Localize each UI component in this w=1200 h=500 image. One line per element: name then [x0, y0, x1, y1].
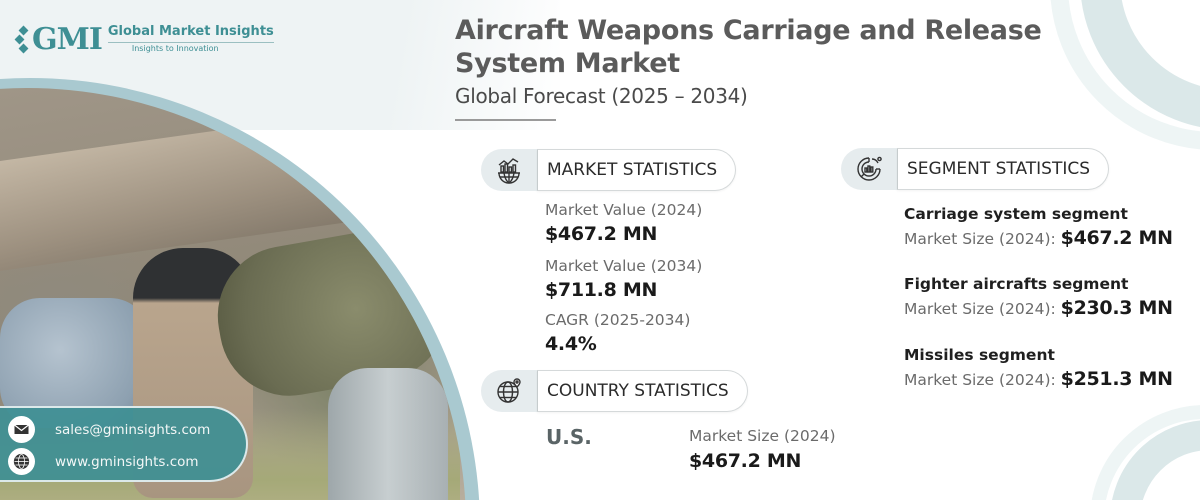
logo-gmi-text: GMI	[32, 21, 103, 57]
website-globe-icon	[8, 448, 35, 475]
logo-mark: GMI	[14, 21, 103, 57]
contact-website[interactable]: www.gminsights.com	[55, 453, 199, 470]
contact-panel: sales@gminsights.com www.gminsights.com	[0, 406, 248, 482]
chart-globe-icon	[481, 149, 537, 191]
country-name: U.S.	[546, 425, 592, 449]
contact-email[interactable]: sales@gminsights.com	[55, 421, 211, 438]
contact-website-row[interactable]: www.gminsights.com	[8, 448, 199, 475]
segment-fighter-aircrafts-label: Market Size (2024):	[904, 300, 1056, 318]
market-value-2024-value: $467.2 MN	[545, 223, 658, 245]
segment-pie-icon	[841, 148, 897, 190]
country-statistics-title: COUNTRY STATISTICS	[537, 370, 748, 412]
globe-pin-icon	[481, 370, 537, 412]
gmi-logo[interactable]: GMI Global Market Insights Insights to I…	[14, 21, 274, 57]
photo-landing-strut	[328, 368, 448, 500]
country-statistics-header: COUNTRY STATISTICS	[481, 370, 748, 412]
segment-carriage-system-size: Market Size (2024): $467.2 MN	[904, 227, 1173, 249]
market-statistics-title: MARKET STATISTICS	[537, 149, 737, 191]
segment-carriage-system-label: Market Size (2024):	[904, 230, 1056, 248]
brand-name: Global Market Insights	[107, 24, 274, 43]
email-icon	[8, 416, 35, 443]
logo-diamonds-icon	[14, 25, 30, 55]
cagr-value: 4.4%	[545, 333, 597, 355]
title-divider	[455, 119, 556, 121]
segment-fighter-aircrafts-size: Market Size (2024): $230.3 MN	[904, 297, 1173, 319]
segment-fighter-aircrafts-name: Fighter aircrafts segment	[904, 275, 1129, 293]
segment-carriage-system-name: Carriage system segment	[904, 205, 1128, 223]
market-value-2034-value: $711.8 MN	[545, 279, 658, 301]
segment-carriage-system-value: $467.2 MN	[1060, 227, 1173, 249]
segment-fighter-aircrafts-value: $230.3 MN	[1060, 297, 1173, 319]
contact-email-row[interactable]: sales@gminsights.com	[8, 416, 210, 443]
segment-statistics-title: SEGMENT STATISTICS	[897, 148, 1110, 190]
page-title: Aircraft Weapons Carriage and Release Sy…	[455, 15, 1042, 79]
country-market-size-value: $467.2 MN	[689, 450, 802, 472]
cagr-label: CAGR (2025-2034)	[545, 311, 691, 329]
market-value-2024-label: Market Value (2024)	[545, 201, 703, 219]
page-subtitle: Global Forecast (2025 – 2034)	[455, 84, 748, 108]
market-statistics-header: MARKET STATISTICS	[481, 149, 737, 191]
segment-missiles-size: Market Size (2024): $251.3 MN	[904, 368, 1173, 390]
segment-statistics-header: SEGMENT STATISTICS	[841, 148, 1110, 190]
segment-missiles-label: Market Size (2024):	[904, 371, 1056, 389]
market-value-2034-label: Market Value (2034)	[545, 257, 703, 275]
country-market-size-label: Market Size (2024)	[689, 427, 836, 445]
logo-text: Global Market Insights Insights to Innov…	[107, 24, 274, 55]
brand-tagline: Insights to Innovation	[131, 44, 219, 53]
segment-missiles-name: Missiles segment	[904, 346, 1055, 364]
segment-missiles-value: $251.3 MN	[1060, 368, 1173, 390]
